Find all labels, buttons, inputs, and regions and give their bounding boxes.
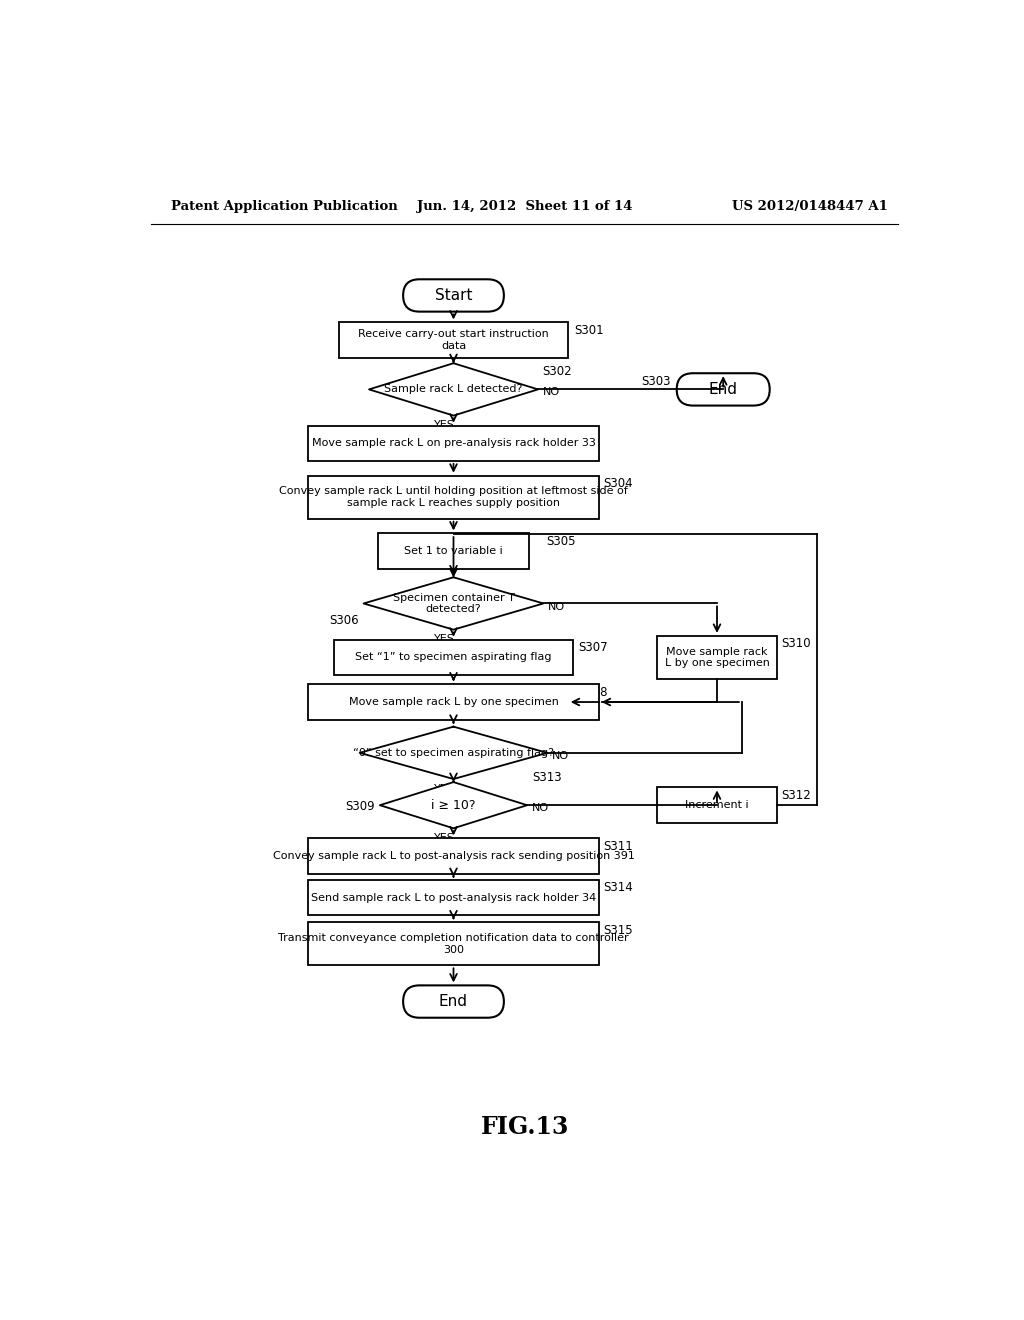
Text: Jun. 14, 2012  Sheet 11 of 14: Jun. 14, 2012 Sheet 11 of 14 xyxy=(417,199,633,213)
FancyBboxPatch shape xyxy=(308,923,599,965)
Text: S301: S301 xyxy=(574,323,603,337)
Text: End: End xyxy=(439,994,468,1008)
Text: Receive carry-out start instruction
data: Receive carry-out start instruction data xyxy=(358,329,549,351)
FancyBboxPatch shape xyxy=(308,425,599,461)
Text: NO: NO xyxy=(548,602,565,611)
Text: FIG.13: FIG.13 xyxy=(480,1115,569,1139)
FancyBboxPatch shape xyxy=(677,374,770,405)
Text: “0” set to specimen aspirating flag?: “0” set to specimen aspirating flag? xyxy=(353,748,554,758)
Text: Move sample rack
L by one specimen: Move sample rack L by one specimen xyxy=(665,647,769,668)
Text: Move sample rack L by one specimen: Move sample rack L by one specimen xyxy=(348,697,558,708)
Text: S312: S312 xyxy=(781,789,811,803)
Text: S302: S302 xyxy=(543,364,572,378)
Text: S307: S307 xyxy=(578,642,607,655)
FancyBboxPatch shape xyxy=(308,838,599,874)
Polygon shape xyxy=(364,577,544,630)
FancyBboxPatch shape xyxy=(339,322,568,358)
Text: Increment i: Increment i xyxy=(685,800,749,810)
FancyBboxPatch shape xyxy=(657,788,777,822)
Text: NO: NO xyxy=(531,804,549,813)
Text: S309: S309 xyxy=(346,800,375,813)
Text: S304: S304 xyxy=(603,478,633,490)
Text: S310: S310 xyxy=(781,638,811,651)
Polygon shape xyxy=(369,363,538,416)
Text: S303: S303 xyxy=(641,375,671,388)
Text: S306: S306 xyxy=(330,614,359,627)
Polygon shape xyxy=(380,781,527,829)
Text: YES: YES xyxy=(434,833,455,843)
Text: Sample rack L detected?: Sample rack L detected? xyxy=(384,384,522,395)
Text: Patent Application Publication: Patent Application Publication xyxy=(171,199,397,213)
Text: S314: S314 xyxy=(603,882,633,895)
Text: Send sample rack L to post-analysis rack holder 34: Send sample rack L to post-analysis rack… xyxy=(311,892,596,903)
FancyBboxPatch shape xyxy=(334,640,573,675)
Text: YES: YES xyxy=(434,420,455,430)
Text: i ≥ 10?: i ≥ 10? xyxy=(431,799,476,812)
Text: Convey sample rack L until holding position at leftmost side of
sample rack L re: Convey sample rack L until holding posit… xyxy=(280,486,628,508)
Text: S315: S315 xyxy=(603,924,633,937)
FancyBboxPatch shape xyxy=(308,684,599,719)
Text: US 2012/0148447 A1: US 2012/0148447 A1 xyxy=(732,199,888,213)
Text: S305: S305 xyxy=(547,535,575,548)
Text: Specimen container T
detected?: Specimen container T detected? xyxy=(392,593,514,614)
Text: S308: S308 xyxy=(578,686,607,698)
Text: Start: Start xyxy=(435,288,472,304)
FancyBboxPatch shape xyxy=(308,880,599,915)
Text: Move sample rack L on pre-analysis rack holder 33: Move sample rack L on pre-analysis rack … xyxy=(311,438,595,449)
Text: Set 1 to variable i: Set 1 to variable i xyxy=(404,546,503,556)
Text: S311: S311 xyxy=(603,840,633,853)
Text: S313: S313 xyxy=(531,771,561,784)
Polygon shape xyxy=(359,726,547,779)
FancyBboxPatch shape xyxy=(308,475,599,519)
FancyBboxPatch shape xyxy=(657,636,777,678)
Text: NO: NO xyxy=(552,751,569,760)
Text: YES: YES xyxy=(434,635,455,644)
Text: Convey sample rack L to post-analysis rack sending position 391: Convey sample rack L to post-analysis ra… xyxy=(272,851,635,861)
Text: End: End xyxy=(709,381,737,397)
FancyBboxPatch shape xyxy=(403,985,504,1018)
FancyBboxPatch shape xyxy=(378,533,529,569)
Text: Set “1” to specimen aspirating flag: Set “1” to specimen aspirating flag xyxy=(355,652,552,663)
FancyBboxPatch shape xyxy=(403,280,504,312)
Text: Transmit conveyance completion notification data to controller
300: Transmit conveyance completion notificat… xyxy=(279,933,629,954)
Text: NO: NO xyxy=(543,388,560,397)
Text: YES: YES xyxy=(434,784,455,793)
